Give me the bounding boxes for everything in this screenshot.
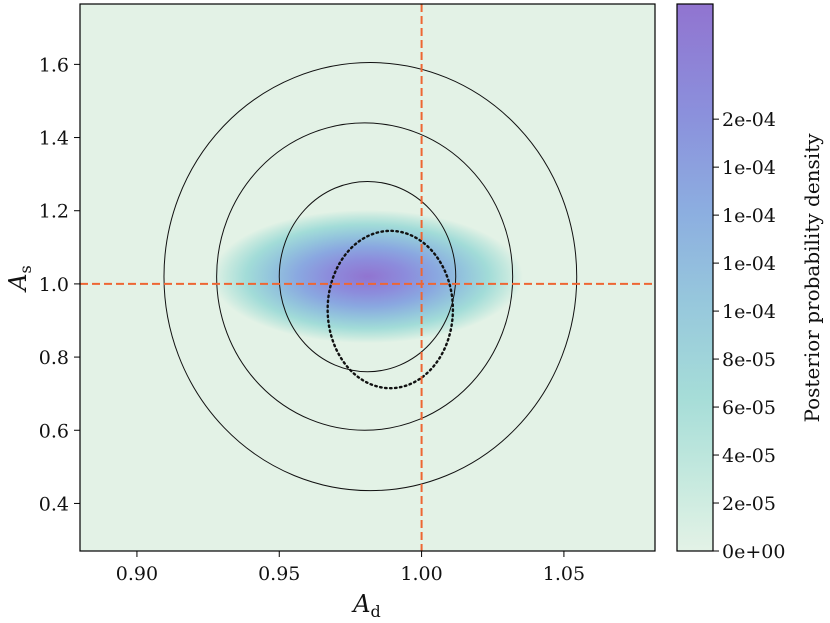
y-tick-label: 1.6 [39,54,69,76]
y-tick-label: 0.4 [39,493,69,515]
colorbar-tick-label: 1e-04 [722,157,776,179]
x-axis-label: Ad [351,590,381,621]
contour-group [163,62,578,492]
colorbar-tick-label: 1e-04 [722,301,776,323]
y-axis-label: As [4,265,35,293]
y-tick-label: 1.2 [39,201,69,223]
colorbar: 0e+00 2e-05 4e-05 6e-05 8e-05 1e-04 1e-04 1e-04… [676,3,824,563]
y-tick-label: 1.0 [39,274,69,296]
y-tick-label: 0.6 [39,420,69,442]
colorbar-tick-label: 8e-05 [722,349,776,371]
x-tick-label: 1.05 [543,563,585,585]
y-tick-label: 1.4 [39,128,69,150]
x-axis-ticks: 0.90 0.95 1.00 1.05 [116,551,585,585]
colorbar-fill [676,3,714,552]
colorbar-tick-label: 0e+00 [722,541,785,563]
x-tick-label: 0.90 [116,563,158,585]
x-tick-label: 1.00 [400,563,442,585]
y-axis-ticks: 0.4 0.6 0.8 1.0 1.2 1.4 1.6 [39,54,80,515]
colorbar-label: Posterior probability density [800,133,824,423]
contour-3-sigma [163,62,578,492]
colorbar-ticks: 0e+00 2e-05 4e-05 6e-05 8e-05 1e-04 1e-04 1e-04… [713,109,785,563]
colorbar-tick-label: 2e-05 [722,493,776,515]
colorbar-tick-label: 6e-05 [722,397,776,419]
colorbar-tick-label: 2e-04 [722,109,776,131]
reference-lines [80,4,655,551]
plot-area [80,4,655,551]
colorbar-tick-label: 1e-04 [722,253,776,275]
plot-frame [79,3,656,552]
contour-2-sigma [216,122,514,431]
posterior-density-heatmap [212,209,523,344]
y-tick-label: 0.8 [39,347,69,369]
colorbar-tick-label: 4e-05 [722,445,776,467]
dotted-contour [326,229,455,390]
colorbar-tick-label: 1e-04 [722,205,776,227]
x-tick-label: 0.95 [258,563,300,585]
contour-1-sigma [278,180,457,373]
